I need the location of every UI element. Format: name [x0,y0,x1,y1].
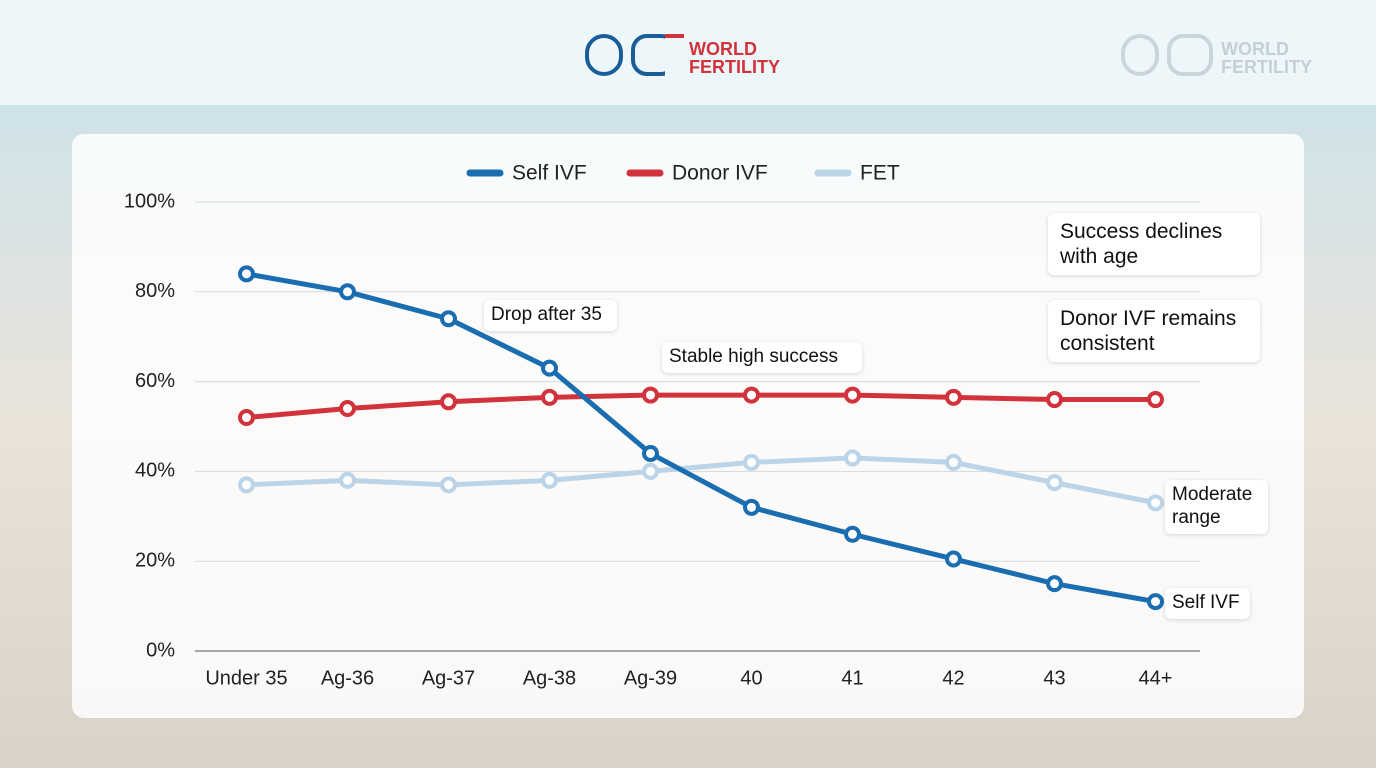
data-point [1147,391,1164,409]
data-point [541,471,558,489]
data-point [743,498,760,516]
annotation: Drop after 35 [484,300,617,331]
annotation: Donor IVF remains consistent [1048,300,1260,363]
x-tick-label: Ag-36 [321,667,374,689]
x-tick-label: Ag-38 [523,667,576,689]
data-point [541,388,558,406]
legend-label: FET [860,162,900,185]
series-line [246,455,1156,506]
data-point [844,525,861,543]
y-tick-label: 100% [124,190,175,212]
x-tick-label: Ag-37 [422,667,475,689]
data-point [238,476,255,494]
data-point [743,386,760,404]
annotation: Success declines with age [1048,213,1260,276]
data-point [1046,391,1063,409]
data-point [642,386,659,404]
data-point [945,550,962,568]
y-tick-label: 80% [135,280,175,302]
brand-line2-faded: FERTILITY [1221,57,1312,77]
data-point [844,386,861,404]
series-line [246,271,1156,605]
series-line [246,392,1156,421]
legend-label: Donor IVF [672,162,768,185]
data-point [440,476,457,494]
data-point [1147,593,1164,611]
brand-line1-faded: WORLD [1221,39,1289,59]
y-tick-label: 60% [135,370,175,392]
data-point [1046,575,1063,593]
legend-label: Self IVF [512,162,587,185]
data-point [945,453,962,471]
header [0,0,1376,105]
annotation: Moderate range [1165,480,1268,534]
brand-line1: WORLD [689,39,757,59]
data-point [440,393,457,411]
y-tick-label: 40% [135,460,175,482]
y-tick-label: 0% [146,639,175,661]
x-tick-label: 44+ [1139,667,1173,689]
logo: WORLD FERTILITY [585,34,780,77]
x-tick-label: 42 [942,667,964,689]
annotation: Self IVF [1165,588,1250,619]
logo-faded: WORLD FERTILITY [1121,34,1312,77]
data-point [642,462,659,480]
y-tick-label: 20% [135,549,175,571]
data-point [339,400,356,418]
x-tick-label: 43 [1043,667,1065,689]
data-point [440,310,457,328]
x-tick-label: Ag-39 [624,667,677,689]
data-point [238,265,255,283]
data-point [1046,474,1063,492]
annotation: Stable high success [662,342,862,373]
data-point [339,283,356,301]
data-point [844,449,861,467]
data-point [238,409,255,427]
data-point [1147,494,1164,512]
x-tick-label: 41 [841,667,863,689]
data-point [339,471,356,489]
data-point [743,453,760,471]
x-tick-label: 40 [740,667,762,689]
brand-line2: FERTILITY [689,57,780,77]
data-point [642,444,659,462]
x-tick-label: Under 35 [205,667,287,689]
data-point [541,359,558,377]
data-point [945,388,962,406]
